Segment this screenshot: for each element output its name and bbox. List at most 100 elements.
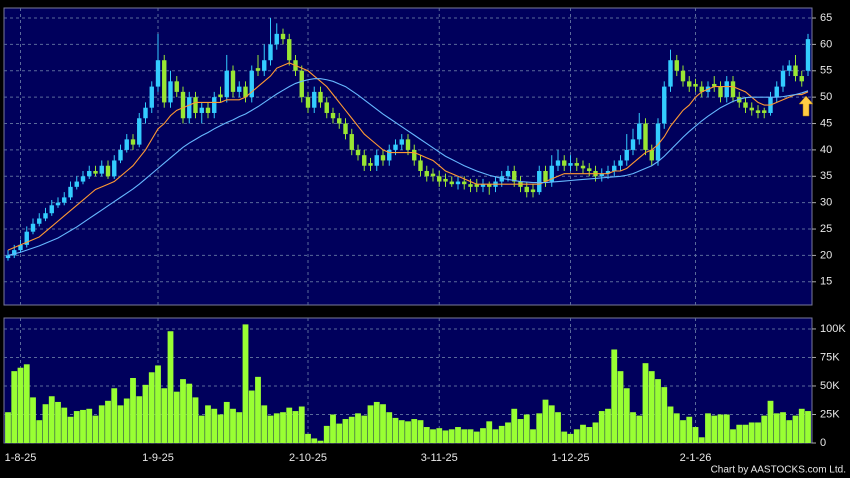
candle-body xyxy=(124,139,129,150)
candle-body xyxy=(187,97,192,119)
volume-bar xyxy=(523,414,530,443)
volume-bar xyxy=(773,413,780,443)
volume-bar xyxy=(361,415,368,443)
volume-bar xyxy=(136,396,143,443)
volume-bar xyxy=(717,414,724,443)
volume-bar xyxy=(36,420,43,443)
volume-bar xyxy=(655,379,661,443)
candle-body xyxy=(399,139,404,145)
candle-body xyxy=(162,60,167,103)
volume-bar xyxy=(786,420,793,443)
volume-bar xyxy=(455,427,461,443)
volume-bar xyxy=(348,416,355,443)
candle-body xyxy=(774,86,779,98)
y-tick-label: 20 xyxy=(820,249,832,261)
candle-body xyxy=(405,139,411,150)
candle-body xyxy=(5,255,11,259)
candle-body xyxy=(368,163,373,166)
candle-body xyxy=(149,86,154,108)
candle-body xyxy=(343,123,348,135)
candle-body xyxy=(68,186,73,198)
volume-bar xyxy=(386,412,393,443)
volume-bar xyxy=(548,405,555,443)
candle-body xyxy=(805,39,811,71)
candle-body xyxy=(362,155,367,166)
volume-bar xyxy=(267,415,274,443)
volume-bar xyxy=(805,411,811,443)
candle-body xyxy=(462,181,467,185)
candle-body xyxy=(374,155,379,166)
volume-bar xyxy=(155,365,161,443)
volume-bar xyxy=(242,324,249,443)
candle-body xyxy=(387,149,392,161)
volume-bar xyxy=(692,427,699,443)
candle-body xyxy=(262,60,267,71)
candle-body xyxy=(412,149,417,161)
candle-body xyxy=(599,173,604,177)
volume-bar xyxy=(667,406,674,443)
candle-body xyxy=(637,123,642,140)
volume-bar xyxy=(298,406,305,443)
volume-bar xyxy=(30,397,36,443)
candle-body xyxy=(437,176,442,182)
candle-body xyxy=(393,144,398,150)
x-tick-label: 3-11-25 xyxy=(421,452,458,464)
volume-bar xyxy=(17,367,24,443)
candle-body xyxy=(243,86,248,98)
volume-bar xyxy=(180,379,186,443)
candle-body xyxy=(743,102,748,108)
y-tick-label: 25K xyxy=(820,408,840,420)
candle-body xyxy=(318,91,323,103)
volume-bar xyxy=(705,413,711,443)
volume-bar xyxy=(142,384,149,443)
volume-bar xyxy=(642,363,649,443)
volume-bar xyxy=(436,428,443,443)
candle-body xyxy=(655,123,661,161)
candle-body xyxy=(505,171,511,177)
candle-body xyxy=(480,184,486,187)
volume-bar xyxy=(630,412,636,443)
candle-body xyxy=(355,149,361,156)
y-tick-label: 0 xyxy=(820,437,826,449)
volume-bar xyxy=(5,412,11,443)
y-tick-label: 45 xyxy=(820,117,832,129)
volume-bar xyxy=(198,415,205,443)
candle-body xyxy=(143,107,148,119)
candle-body xyxy=(424,171,429,177)
volume-bar xyxy=(392,417,399,443)
candle-body xyxy=(137,118,142,145)
y-tick-label: 65 xyxy=(820,12,832,24)
candle-body xyxy=(218,94,223,98)
volume-bar xyxy=(573,429,580,443)
volume-bar xyxy=(55,401,61,443)
volume-bar xyxy=(336,423,343,443)
volume-bar xyxy=(623,388,630,443)
candle-body xyxy=(199,107,204,113)
volume-bar xyxy=(11,371,18,443)
candle-body xyxy=(249,70,254,98)
candle-body xyxy=(543,171,548,182)
candle-body xyxy=(18,244,23,251)
candle-body xyxy=(337,118,342,124)
candle-body xyxy=(37,218,42,224)
volume-bar xyxy=(373,401,380,443)
candle-body xyxy=(680,70,686,82)
volume-bar xyxy=(567,433,574,443)
volume-bar xyxy=(430,429,436,443)
candle-body xyxy=(74,181,79,187)
y-tick-label: 25 xyxy=(820,223,832,235)
volume-bar xyxy=(61,407,68,443)
volume-bar xyxy=(230,408,236,443)
candle-body xyxy=(99,165,104,174)
volume-bar xyxy=(92,415,99,443)
credit: Chart by AASTOCKS.com Ltd. xyxy=(711,465,846,476)
volume-bar xyxy=(248,390,255,443)
y-tick-label: 40 xyxy=(820,144,832,156)
candle-body xyxy=(274,33,279,45)
volume-bar xyxy=(186,383,193,443)
volume-bar xyxy=(292,411,299,443)
volume-bar xyxy=(580,424,586,443)
y-tick-label: 30 xyxy=(820,197,832,209)
signal-arrow xyxy=(798,95,814,117)
